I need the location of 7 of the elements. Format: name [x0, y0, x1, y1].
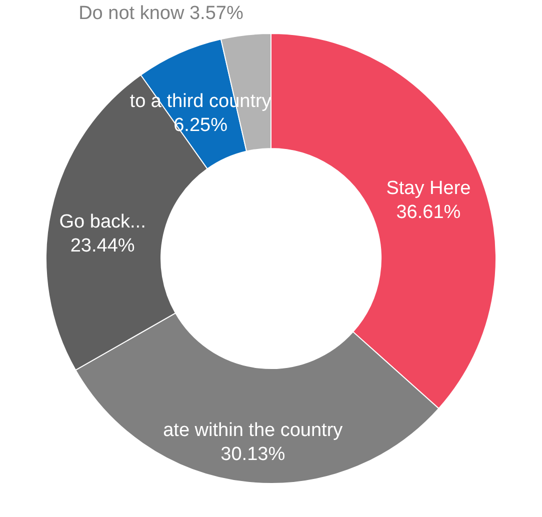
slice-label: Stay Here — [386, 178, 471, 200]
data-label: 36.61% — [396, 202, 461, 224]
slice-label: ate within the country — [163, 420, 344, 442]
slice-label: Do not know 3.57% — [78, 3, 244, 24]
data-label: 30.13% — [220, 444, 286, 466]
data-label: 23.44% — [70, 235, 135, 256]
slice-label: Go back... — [59, 211, 146, 232]
